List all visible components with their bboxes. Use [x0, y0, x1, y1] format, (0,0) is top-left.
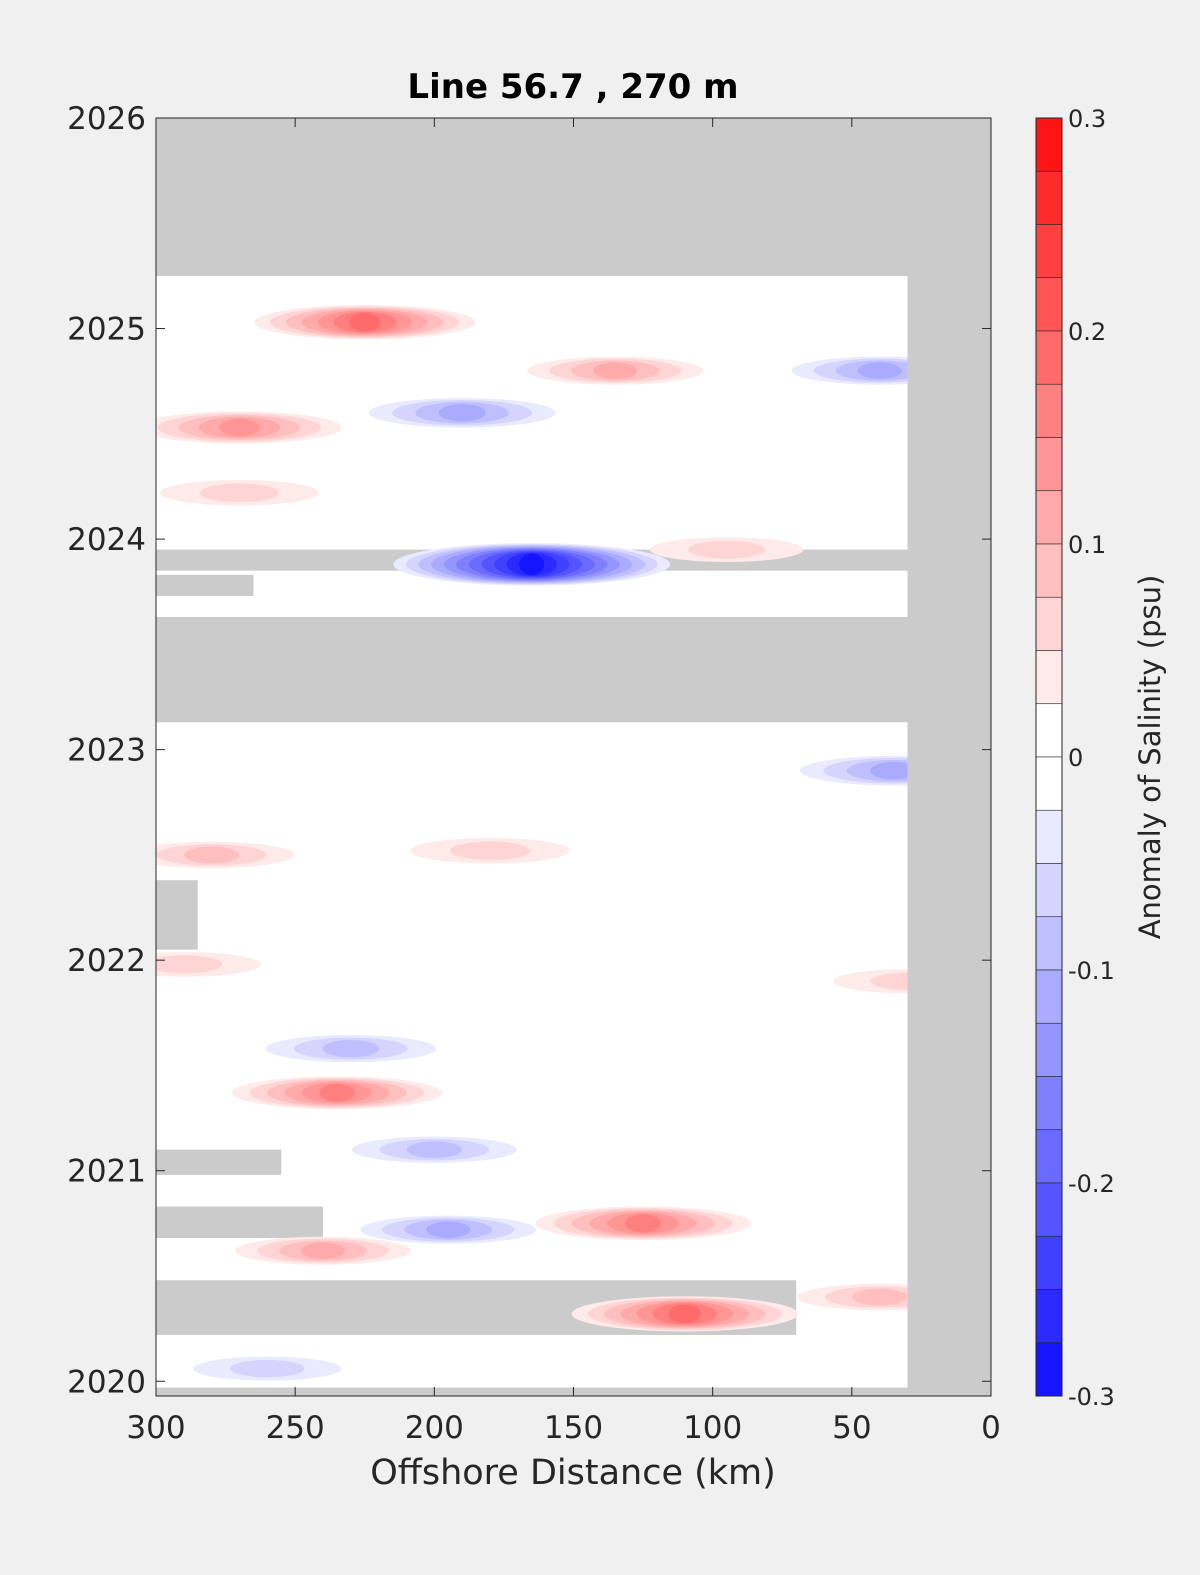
- colorbar-segment: [1035, 596, 1063, 651]
- y-tick-label: 2024: [67, 522, 146, 558]
- colorbar-frame: [1035, 117, 1063, 1397]
- anomaly-contour: [219, 418, 260, 437]
- colorbar-segment: [1035, 383, 1063, 438]
- anomaly-contour: [450, 841, 530, 860]
- colorbar-segment: [1035, 170, 1063, 225]
- x-axis: 300 250 200 150 100 50 0: [126, 118, 1001, 1446]
- colorbar-segment: [1035, 863, 1063, 918]
- colorbar-segment: [1035, 224, 1063, 279]
- x-tick-label: 150: [544, 1410, 603, 1446]
- anomaly-contour: [199, 483, 280, 503]
- anomaly-contour: [438, 404, 486, 422]
- x-tick-label: 100: [683, 1410, 742, 1446]
- colorbar-segment: [1035, 756, 1063, 811]
- colorbar-segment: [1035, 916, 1063, 971]
- colorbar-segment: [1035, 809, 1063, 864]
- x-axis-label: Offshore Distance (km): [370, 1453, 776, 1493]
- colorbar-segment: [1035, 437, 1063, 492]
- anomaly-contour: [857, 362, 902, 379]
- no-data-region: [156, 880, 198, 950]
- colorbar-tick-label: -0.1: [1068, 957, 1115, 985]
- x-tick-label: 50: [832, 1410, 871, 1446]
- y-tick-label: 2020: [67, 1364, 146, 1400]
- colorbar-segment: [1035, 117, 1063, 172]
- y-tick-label: 2022: [67, 943, 146, 979]
- y-tick-label: 2023: [67, 733, 146, 769]
- anomaly-contour: [519, 553, 545, 575]
- colorbar: 0.3 0.2 0.1 0 -0.1 -0.2 -0.3: [1035, 105, 1115, 1411]
- y-tick-label: 2026: [67, 101, 146, 137]
- y-tick-label: 2025: [67, 312, 146, 348]
- colorbar-segment: [1035, 703, 1063, 758]
- anomaly-contour: [852, 1288, 908, 1306]
- colorbar-segment: [1035, 490, 1063, 545]
- colorbar-segment: [1035, 1076, 1063, 1131]
- y-axis: 2020 2021 2022 2023 2024 2025 2026: [67, 101, 991, 1400]
- colorbar-segment: [1035, 277, 1063, 332]
- anomaly-contour: [870, 761, 908, 780]
- y-tick-label: 2021: [67, 1154, 146, 1190]
- anomaly-contour: [593, 362, 638, 379]
- colorbar-segment: [1035, 1022, 1063, 1077]
- no-data-region: [156, 616, 991, 723]
- colorbar-segment: [1035, 330, 1063, 385]
- anomaly-contour: [406, 1141, 462, 1159]
- colorbar-segment: [1035, 543, 1063, 598]
- anomaly-contour: [230, 1359, 305, 1378]
- no-data-region: [156, 1149, 282, 1175]
- anomaly-contour: [426, 1221, 471, 1238]
- no-data-region: [156, 574, 254, 596]
- no-data-region: [156, 118, 991, 276]
- colorbar-tick-label: 0.1: [1068, 531, 1106, 559]
- colorbar-segment: [1035, 1235, 1063, 1290]
- colorbar-tick-label: 0.3: [1068, 105, 1106, 133]
- colorbar-label: Anomaly of Salinity (psu): [1133, 575, 1167, 940]
- anomaly-contour: [322, 1039, 380, 1058]
- anomaly-contour: [319, 1083, 355, 1102]
- colorbar-segment: [1035, 1182, 1063, 1237]
- chart-title: Line 56.7 , 270 m: [407, 67, 738, 107]
- colorbar-segment: [1035, 1129, 1063, 1184]
- colorbar-segment: [1035, 969, 1063, 1024]
- anomaly-contour: [301, 1242, 345, 1259]
- anomaly-contour: [156, 955, 223, 974]
- no-data-region: [156, 1206, 323, 1239]
- colorbar-segment: [1035, 1342, 1063, 1397]
- x-tick-label: 250: [266, 1410, 325, 1446]
- anomaly-contour: [348, 313, 381, 332]
- colorbar-segment: [1035, 650, 1063, 705]
- x-tick-label: 0: [981, 1410, 1001, 1446]
- anomaly-contour: [668, 1304, 702, 1324]
- anomaly-contour: [625, 1214, 662, 1233]
- anomaly-contour: [688, 540, 765, 559]
- colorbar-tick-label: 0.2: [1068, 318, 1106, 346]
- anomaly-contours: [156, 305, 908, 1381]
- data-region: [156, 275, 908, 1388]
- x-tick-label: 200: [405, 1410, 464, 1446]
- anomaly-contour: [870, 972, 908, 990]
- colorbar-tick-label: -0.2: [1068, 1170, 1115, 1198]
- colorbar-tick-label: -0.3: [1068, 1383, 1115, 1411]
- colorbar-segment: [1035, 1289, 1063, 1344]
- colorbar-tick-label: 0: [1068, 744, 1083, 772]
- anomaly-contour: [184, 846, 240, 864]
- x-tick-label: 300: [126, 1410, 185, 1446]
